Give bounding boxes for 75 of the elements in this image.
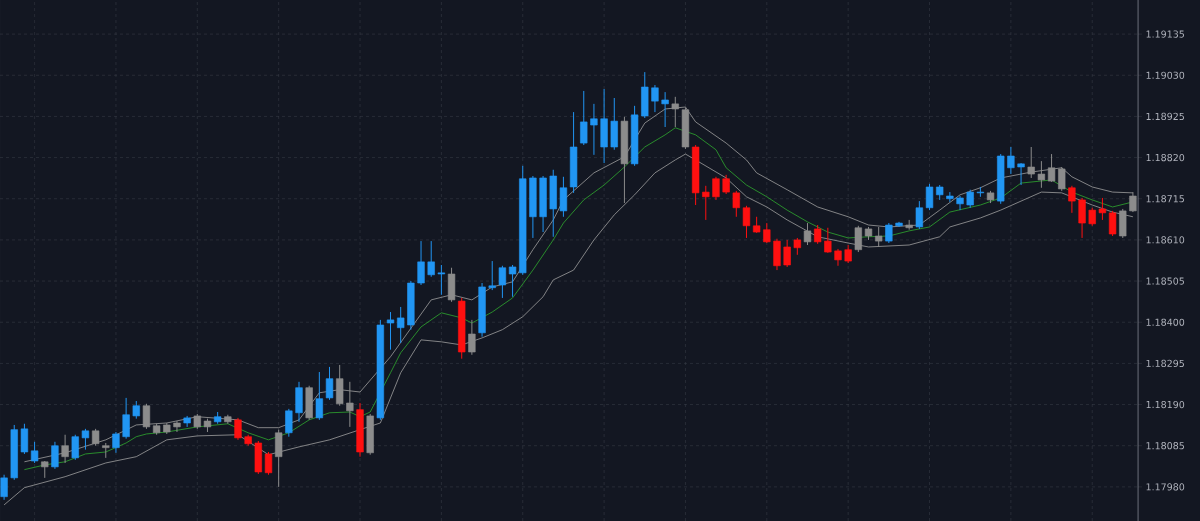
candlestick [1047, 153, 1056, 183]
y-tick-label: 1.18820 [1146, 153, 1185, 162]
y-tick-label: 1.18295 [1146, 359, 1184, 367]
candlestick [112, 431, 120, 454]
candlestick [325, 366, 334, 401]
candlestick [956, 195, 964, 211]
candlestick [397, 306, 405, 344]
candlestick [468, 319, 476, 356]
candlestick [925, 183, 934, 211]
candlestick [437, 264, 446, 296]
candlestick [1037, 160, 1046, 189]
candlestick [30, 441, 39, 464]
y-tick-label: 1.18085 [1146, 442, 1184, 450]
y-tick-label: 1.19135 [1146, 30, 1184, 38]
candlestick [346, 381, 354, 428]
candlestick [783, 239, 791, 268]
y-tick-label: 1.18610 [1146, 236, 1185, 244]
candlestick [946, 191, 954, 203]
candlestick [427, 240, 435, 278]
candlestick [488, 260, 496, 291]
candlestick [1007, 146, 1015, 175]
candlestick [1027, 146, 1035, 179]
candlestick [498, 265, 507, 299]
candlestick [661, 91, 669, 128]
y-tick-label: 1.19030 [1146, 71, 1185, 79]
candlestick [51, 441, 59, 470]
candlestick [702, 185, 710, 221]
candlestick [559, 176, 568, 218]
candlestick [651, 84, 659, 113]
y-tick-label: 1.18190 [1146, 400, 1185, 409]
y-tick-label: 1.18505 [1146, 277, 1184, 285]
candlestick [966, 189, 974, 209]
candlestick [590, 103, 598, 156]
y-tick-label: 1.18400 [1146, 318, 1185, 326]
line-series [3, 153, 1134, 506]
candlestick [580, 90, 588, 146]
candlestick [803, 222, 812, 246]
y-tick-label: 1.18925 [1146, 112, 1184, 121]
candlestick [264, 451, 273, 476]
candlestick [732, 190, 740, 218]
candlestick [671, 96, 679, 128]
candlestick [315, 371, 323, 421]
candlestick [234, 417, 242, 441]
candlestick [1078, 197, 1086, 239]
candlestick [712, 176, 720, 201]
candlestick [915, 200, 924, 230]
candlestick [854, 225, 862, 253]
candlestick [742, 205, 751, 239]
candlestick [285, 408, 293, 438]
candlestick [386, 311, 395, 351]
candlestick [844, 244, 852, 264]
candlestick [122, 397, 130, 440]
candlestick [417, 240, 425, 286]
candlestick [1098, 197, 1107, 221]
candlestick [1108, 210, 1117, 237]
candlestick [875, 226, 883, 248]
candlestick [81, 428, 90, 451]
candlestick [1088, 207, 1096, 227]
y-tick-label: 1.17980 [1146, 483, 1185, 491]
candlestick [814, 224, 822, 245]
candlestick [1017, 162, 1025, 186]
candlestick [508, 264, 517, 298]
candlestick [0, 474, 8, 501]
candlestick [824, 227, 832, 254]
candlestick [885, 222, 893, 244]
candlestick [61, 434, 69, 464]
candlestick [275, 429, 283, 488]
y-tick-label: 1.18715 [1146, 195, 1184, 203]
candlestick [20, 423, 29, 455]
candlestick [71, 434, 79, 461]
candlestick [142, 403, 151, 430]
candlestick [1058, 166, 1066, 192]
candlestick [1068, 185, 1076, 214]
candlestick [722, 174, 730, 195]
candlestick [173, 420, 181, 433]
